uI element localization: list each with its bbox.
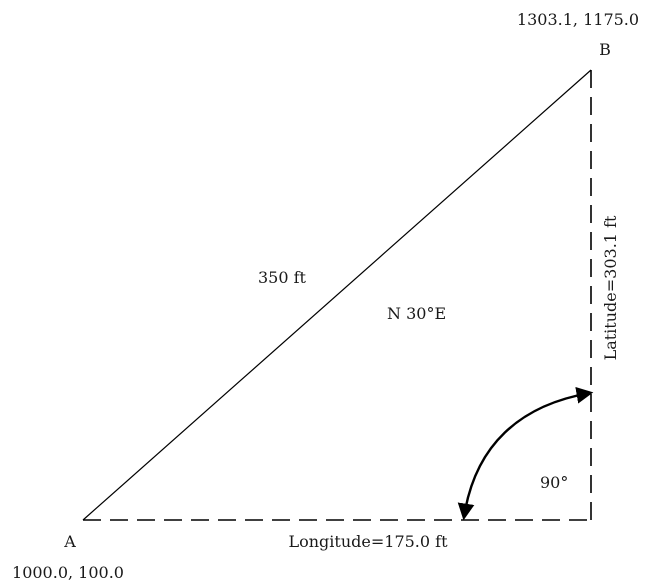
point-a-label: A [63, 532, 76, 551]
longitude-label: Longitude=175.0 ft [288, 532, 448, 551]
point-a-coords: 1000.0, 100.0 [12, 563, 124, 582]
latitude-label: Latitude=303.1 ft [601, 215, 620, 360]
point-b-coords: 1303.1, 1175.0 [517, 10, 639, 29]
angle-arrow [457, 386, 594, 521]
point-b-label: B [599, 40, 611, 59]
angle-label: 90° [540, 473, 568, 492]
line-ab [82, 69, 592, 521]
distance-label: 350 ft [258, 268, 307, 287]
bearing-label: N 30°E [387, 304, 446, 323]
